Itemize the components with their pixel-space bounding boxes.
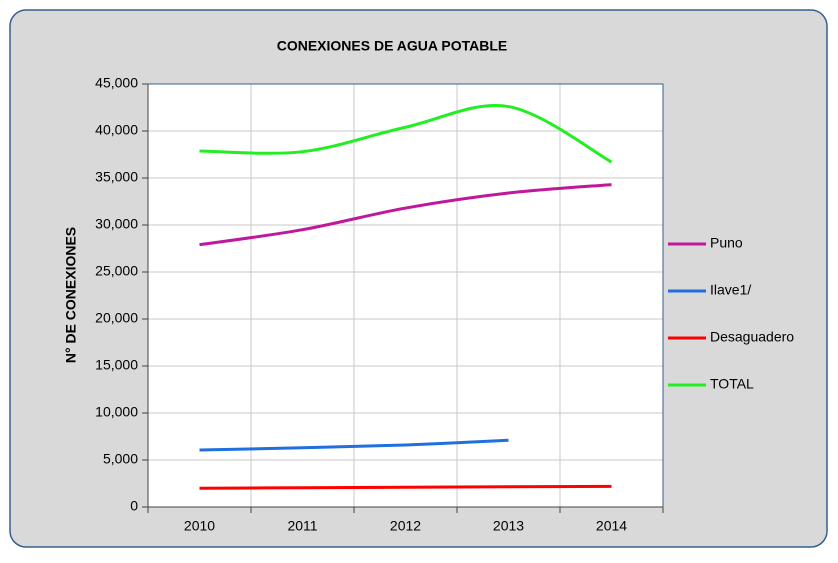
series-line: [199, 104, 613, 164]
series-line: [199, 183, 612, 247]
x-tick-label: 2010: [184, 518, 215, 534]
y-tick-label: 25,000: [95, 263, 138, 279]
y-tick-label: 20,000: [95, 310, 138, 326]
legend-label: TOTAL: [710, 376, 754, 392]
y-tick-label: 5,000: [103, 451, 138, 467]
y-tick-label: 35,000: [95, 169, 138, 185]
legend-label: Puno: [710, 235, 743, 251]
plot-area: [148, 84, 663, 507]
y-tick-label: 40,000: [95, 122, 138, 138]
series-line: [199, 438, 509, 452]
x-tick-label: 2013: [493, 518, 524, 534]
x-tick-label: 2014: [596, 518, 627, 534]
y-tick-label: 0: [130, 498, 138, 514]
x-tick-label: 2012: [390, 518, 421, 534]
y-tick-label: 45,000: [95, 75, 138, 91]
plot: 0 5,000 10,000 15,000 20,000 25,000 30,000 35,0…: [95, 75, 664, 534]
legend-label: Ilave1/: [710, 282, 751, 298]
y-tick-label: 30,000: [95, 216, 138, 232]
y-axis-label: N° DE CONEXIONES: [63, 227, 79, 363]
legend-label: Desaguadero: [710, 329, 794, 345]
y-tick-label: 10,000: [95, 404, 138, 420]
y-tick-label: 15,000: [95, 357, 138, 373]
x-tick-label: 2011: [287, 518, 317, 534]
series-line: [199, 484, 612, 490]
legend: Puno Ilave1/Desaguadero TOTAL: [668, 235, 794, 392]
chart-title: CONEXIONES DE AGUA POTABLE: [277, 38, 508, 54]
